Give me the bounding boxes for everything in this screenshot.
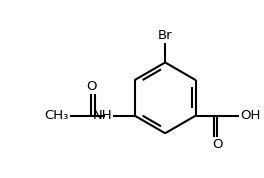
Text: O: O [212, 138, 223, 151]
Text: NH: NH [92, 109, 112, 122]
Text: OH: OH [240, 109, 260, 122]
Text: CH₃: CH₃ [44, 109, 69, 122]
Text: Br: Br [158, 29, 172, 42]
Text: O: O [86, 80, 97, 93]
